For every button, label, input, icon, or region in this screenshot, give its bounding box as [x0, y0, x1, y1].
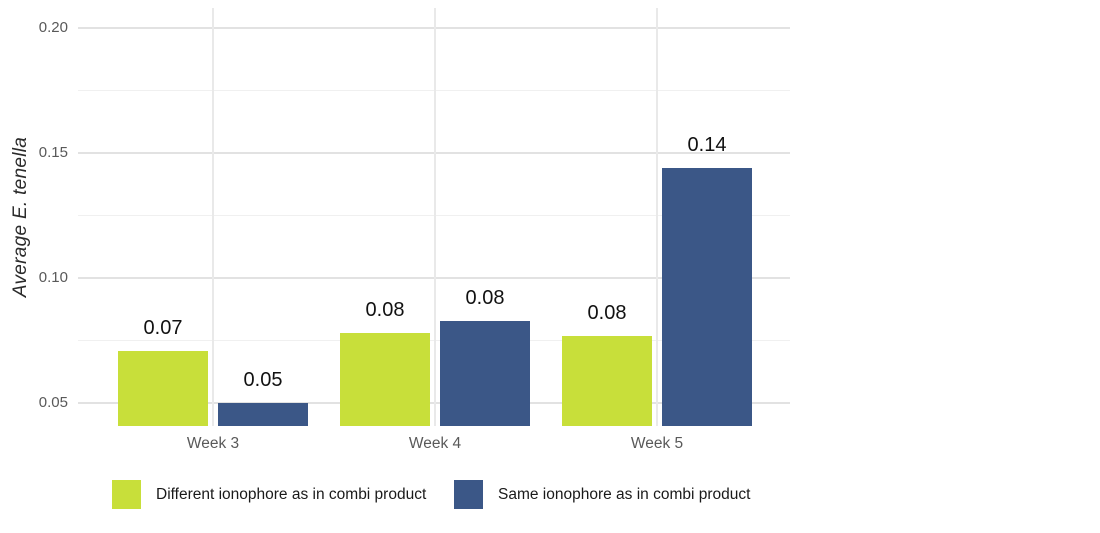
x-tick-label: Week 5	[630, 435, 684, 452]
gridline-major	[78, 27, 790, 29]
legend: Different ionophore as in combi product …	[0, 480, 1100, 510]
legend-label: Different ionophore as in combi product	[156, 485, 427, 503]
bar-same-ionophore-week-5	[662, 168, 752, 426]
gridline-vertical	[212, 8, 214, 426]
gridline-minor	[78, 339, 790, 342]
bar-value-label: 0.05	[243, 369, 283, 391]
x-tick-label: Week 3	[186, 435, 240, 452]
gridline-major	[78, 152, 790, 154]
bar-same-ionophore-week-3	[218, 403, 308, 426]
y-tick-label: 0.05	[38, 394, 68, 411]
bar-different-ionophore-week-5	[562, 335, 652, 426]
bar-value-label: 0.08	[365, 299, 405, 321]
y-tick-label: 0.15	[38, 144, 68, 161]
plot-area	[78, 8, 790, 426]
bar-value-label: 0.14	[687, 134, 727, 156]
legend-swatch-green	[112, 480, 141, 509]
legend-item-different-ionophore: Different ionophore as in combi product	[112, 480, 426, 509]
y-tick-label: 0.10	[38, 269, 68, 286]
legend-swatch-blue	[454, 480, 483, 509]
bar-value-label: 0.08	[587, 301, 627, 324]
legend-item-same-ionophore: Same ionophore as in combi product	[454, 480, 750, 509]
gridline-minor	[78, 214, 790, 217]
bar-value-label: 0.08	[465, 286, 505, 309]
y-tick-label: 0.20	[38, 19, 68, 36]
x-tick-label: Week 4	[408, 435, 462, 452]
bar-value-label: 0.07	[143, 316, 183, 339]
bar-same-ionophore-week-4	[440, 320, 530, 426]
gridline-major	[78, 277, 790, 279]
legend-label: Same ionophore as in combi product	[498, 485, 751, 503]
bar-different-ionophore-week-4	[340, 333, 430, 426]
gridline-vertical	[434, 8, 436, 426]
gridline-vertical	[656, 8, 658, 426]
bar-different-ionophore-week-3	[118, 350, 208, 426]
gridline-minor	[78, 89, 790, 92]
gridline-major	[78, 402, 790, 404]
